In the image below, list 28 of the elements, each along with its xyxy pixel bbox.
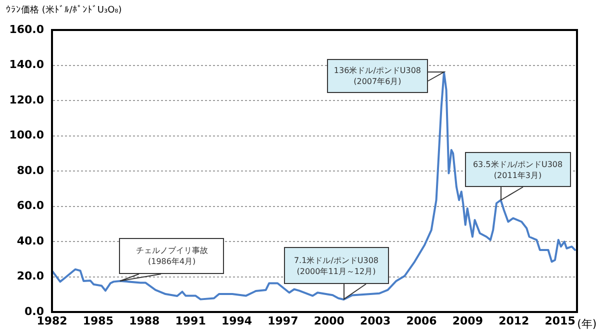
x-tick-label: 2012 — [498, 314, 530, 328]
callout: 63.5米ドル/ポンドU308 (2011年3月) — [464, 152, 571, 200]
y-tick-label: 80.0 — [16, 164, 44, 177]
x-tick-label: 2015 — [544, 314, 576, 328]
x-tick-label: 1994 — [221, 314, 252, 328]
annotation: チェルノブイリ事故 (1986年4月) — [119, 238, 224, 274]
y-tick-label: 20.0 — [16, 270, 44, 283]
annotation: 7.1米ドル/ポンドU308 (2000年11月～12月) — [284, 247, 389, 284]
annotation: 63.5米ドル/ポンドU308 (2011年3月) — [464, 152, 571, 188]
callout: チェルノブイリ事故 (1986年4月) — [119, 238, 224, 281]
y-tick-label: 120.0 — [9, 93, 44, 106]
y-tick-label: 100.0 — [9, 128, 44, 142]
y-tick-label: 160.0 — [9, 22, 44, 36]
callout: 136米ドル/ポンドU308 (2007年6月) — [326, 59, 444, 94]
callout: 7.1米ドル/ポンドU308 (2000年11月～12月) — [284, 247, 389, 300]
y-tick-label: 60.0 — [16, 199, 44, 212]
x-tick-label: 2000 — [314, 314, 345, 328]
y-axis-title: ｳﾗﾝ価格 (米ﾄﾞﾙ/ﾎﾟﾝﾄﾞU₃O₈) — [6, 4, 122, 16]
x-tick-label: 1985 — [82, 314, 114, 328]
x-tick-label: 2003 — [360, 314, 391, 328]
y-tick-label: 140.0 — [9, 58, 44, 72]
x-axis-title: (年) — [577, 317, 597, 330]
x-tick-label: 1991 — [175, 314, 206, 328]
x-tick-label: 1997 — [268, 314, 298, 328]
y-tick-label: 40.0 — [16, 234, 44, 248]
x-tick-label: 1988 — [129, 314, 160, 328]
x-tick-label: 2006 — [406, 314, 438, 328]
x-tick-label: 2009 — [452, 314, 483, 328]
